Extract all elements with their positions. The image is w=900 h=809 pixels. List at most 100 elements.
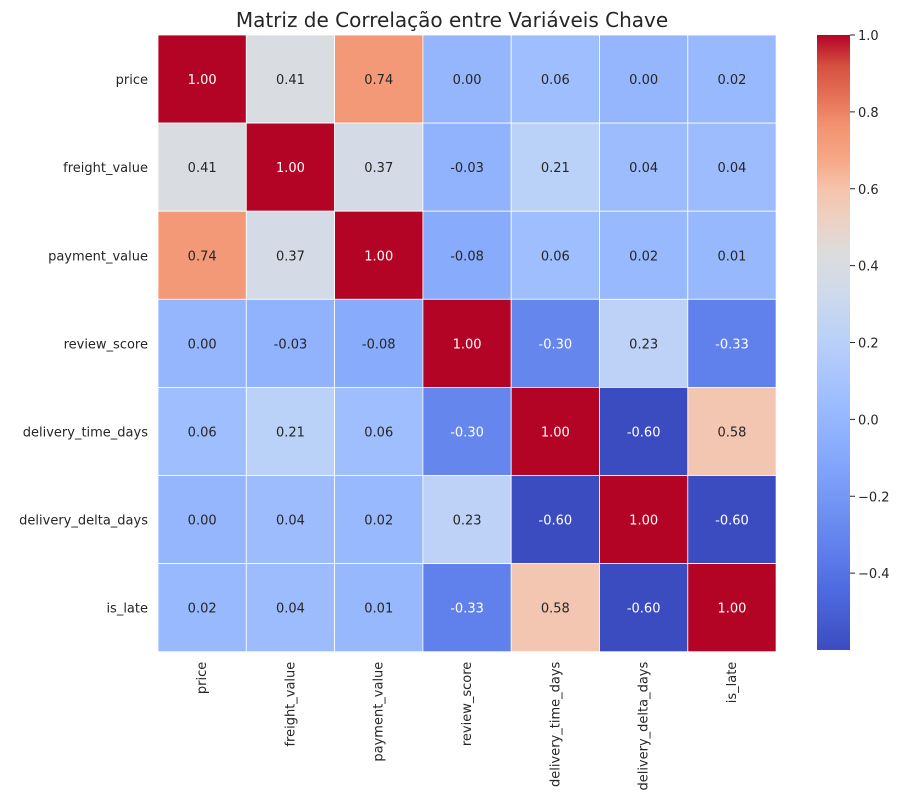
- cell-value-label: 0.04: [276, 514, 305, 529]
- heatmap-cell: [510, 122, 600, 212]
- heatmap-cell: [422, 475, 512, 564]
- cell-value-label: 1.00: [188, 73, 217, 88]
- row-label: review_score: [64, 337, 148, 352]
- colorbar-tick-label: 0.0: [858, 413, 879, 428]
- cell-value-label: 0.00: [188, 514, 217, 529]
- heatmap-cell: [599, 122, 689, 212]
- heatmap-cell: [599, 563, 689, 653]
- cell-value-label: 1.00: [364, 249, 393, 264]
- heatmap-cell: [599, 210, 689, 300]
- cell-value-label: 1.00: [541, 425, 570, 440]
- heatmap-cell: [687, 386, 777, 476]
- heatmap-cell: [687, 122, 777, 212]
- cell-value-label: -0.03: [274, 337, 308, 352]
- row-label: is_late: [106, 602, 148, 617]
- cell-value-label: 0.23: [453, 514, 482, 529]
- heatmap-cell: [334, 34, 424, 124]
- cell-value-label: 0.02: [188, 602, 217, 617]
- heatmap-cell: [422, 210, 512, 300]
- column-labels: price freight_value payment_value review_sc…: [195, 661, 740, 790]
- column-label: price: [195, 662, 210, 694]
- heatmap-cell: [422, 34, 512, 124]
- cell-value-label: 0.23: [629, 337, 658, 352]
- cell-value-label: 0.02: [717, 73, 746, 88]
- cell-value-label: 1.00: [717, 602, 746, 617]
- cell-value-label: -0.60: [627, 425, 661, 440]
- heatmap-cell: [687, 298, 777, 388]
- heatmap-cell: [245, 34, 336, 124]
- heatmap-cell: [157, 475, 247, 564]
- heatmap-cell: [245, 298, 336, 388]
- cell-value-label: 1.00: [276, 161, 305, 176]
- cell-value-label: 0.21: [541, 161, 570, 176]
- cell-value-label: 0.04: [629, 161, 658, 176]
- cell-value-label: 0.41: [188, 161, 217, 176]
- colorbar: [817, 35, 850, 650]
- cell-value-label: 0.00: [453, 73, 482, 88]
- cell-value-label: 1.00: [629, 514, 658, 529]
- row-label: price: [116, 73, 148, 88]
- cell-value-label: 0.02: [364, 514, 393, 529]
- cell-value-label: 0.74: [364, 73, 393, 88]
- heatmap-cell: [510, 563, 600, 653]
- row-label: payment_value: [48, 249, 148, 264]
- column-label: is_late: [725, 662, 740, 704]
- colorbar-tick-label: 0.6: [858, 183, 879, 198]
- heatmap-cell: [422, 298, 512, 388]
- cell-value-label: -0.08: [362, 337, 396, 352]
- cell-value-label: -0.60: [715, 514, 749, 529]
- heatmap-cell: [687, 563, 777, 653]
- colorbar-tick-label: −0.2: [858, 490, 890, 505]
- heatmap-cell: [334, 563, 424, 653]
- cell-value-label: -0.33: [715, 337, 749, 352]
- cell-value-label: 0.37: [364, 161, 393, 176]
- column-label: delivery_delta_days: [637, 661, 652, 790]
- heatmap-cell: [687, 210, 777, 300]
- cell-value-label: 0.00: [188, 337, 217, 352]
- row-labels: price freight_value payment_value review_sc…: [19, 73, 148, 617]
- cell-value-label: 0.06: [541, 249, 570, 264]
- heatmap-cell: [422, 563, 512, 653]
- cell-value-label: 0.06: [188, 425, 217, 440]
- cell-value-label: 0.74: [188, 249, 217, 264]
- colorbar-tick-label: −0.4: [858, 567, 890, 582]
- cell-value-label: 0.01: [364, 602, 393, 617]
- heatmap-cell: [157, 210, 247, 300]
- heatmap-cell: [510, 475, 600, 564]
- colorbar-tick-label: 0.4: [858, 260, 879, 275]
- heatmap-cell: [157, 122, 247, 212]
- row-label: delivery_delta_days: [19, 514, 148, 529]
- heatmap-cell: [157, 34, 247, 124]
- chart-title: Matriz de Correlação entre Variáveis Cha…: [236, 8, 668, 32]
- heatmap-cell: [157, 563, 247, 653]
- cell-value-label: 0.04: [717, 161, 746, 176]
- cell-value-label: 0.58: [717, 425, 746, 440]
- heatmap-cell: [510, 210, 600, 300]
- heatmap-cell: [510, 34, 600, 124]
- cell-value-label: 0.37: [276, 249, 305, 264]
- heatmap-cell: [334, 386, 424, 476]
- cell-value-label: 0.21: [276, 425, 305, 440]
- cell-value-label: -0.60: [627, 602, 661, 617]
- colorbar-tick-label: 1.0: [858, 29, 879, 44]
- column-label: review_score: [460, 662, 475, 746]
- cell-value-label: 0.04: [276, 602, 305, 617]
- row-label: freight_value: [63, 161, 148, 176]
- cell-value-label: -0.08: [450, 249, 484, 264]
- cell-value-label: 0.58: [541, 602, 570, 617]
- cell-value-label: -0.03: [450, 161, 484, 176]
- heatmap-cell: [245, 475, 336, 564]
- cell-value-label: 1.00: [453, 337, 482, 352]
- colorbar-tick-label: 0.2: [858, 337, 879, 352]
- column-label: freight_value: [283, 662, 298, 747]
- heatmap-cell: [334, 475, 424, 564]
- heatmap-cell: [334, 210, 424, 300]
- heatmap-cell: [157, 386, 247, 476]
- column-label: payment_value: [372, 662, 387, 762]
- cell-value-label: 0.00: [629, 73, 658, 88]
- cell-value-label: 0.06: [541, 73, 570, 88]
- cell-value-label: -0.30: [539, 337, 573, 352]
- cell-value-label: 0.02: [629, 249, 658, 264]
- cell-value-label: 0.41: [276, 73, 305, 88]
